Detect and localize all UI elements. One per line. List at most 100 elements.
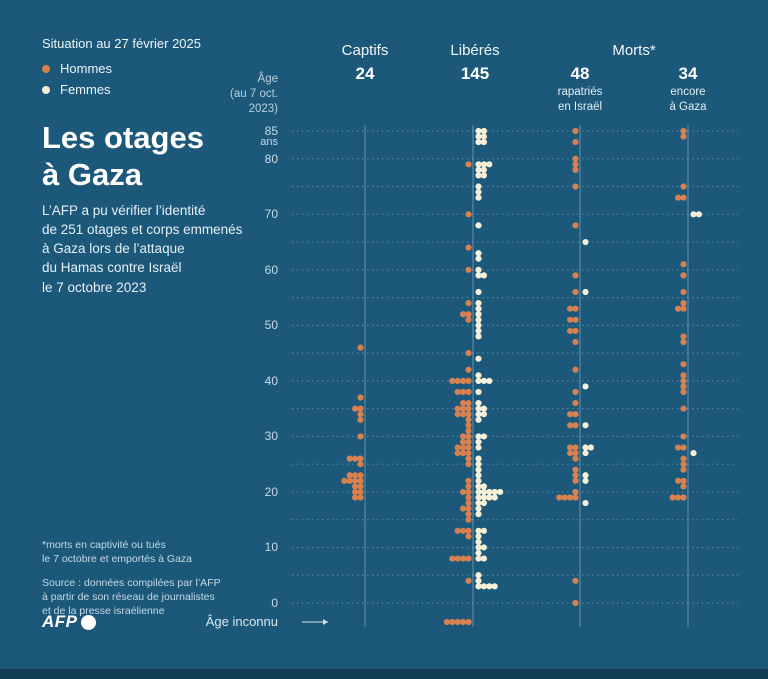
- data-point-homme-morts-israel: [572, 411, 579, 418]
- data-point-femme-liberes: [475, 472, 482, 479]
- data-point-homme-morts-israel: [567, 327, 574, 335]
- data-point-homme-liberes: [465, 211, 472, 218]
- data-point-homme-morts-gaza: [680, 377, 687, 384]
- y-tick-10: 10: [264, 540, 278, 555]
- data-point-homme-captifs: [352, 472, 359, 479]
- data-point-femme-morts-israel: [587, 444, 595, 451]
- data-point-homme-morts-gaza: [680, 466, 687, 473]
- data-point-homme-morts-gaza: [680, 433, 687, 440]
- data-point-homme-morts-gaza: [675, 477, 682, 484]
- data-point-homme-morts-gaza: [680, 272, 687, 279]
- data-point-femme-liberes: [475, 183, 482, 190]
- group-header-morts: Morts*: [612, 42, 656, 59]
- data-point-femme-liberes: [475, 377, 482, 384]
- data-point-femme-liberes: [475, 583, 482, 590]
- data-point-femme-liberes: [475, 311, 482, 318]
- data-point-femme-liberes: [475, 327, 482, 335]
- data-point-homme-morts-israel: [567, 305, 574, 312]
- data-point-femme-morts-gaza: [690, 211, 697, 218]
- y-tick-30: 30: [264, 429, 278, 444]
- data-point-femme-liberes: [475, 494, 482, 501]
- data-point-homme-liberes: [449, 555, 456, 562]
- data-point-homme-liberes: [465, 416, 472, 423]
- data-point-femme-morts-israel: [582, 238, 589, 246]
- data-point-femme-liberes: [480, 377, 487, 384]
- data-point-homme-liberes: [465, 461, 472, 468]
- data-point-homme-morts-israel: [572, 183, 579, 190]
- data-point-femme-liberes: [475, 455, 482, 462]
- data-point-homme-liberes: [465, 311, 472, 318]
- data-point-femme-liberes: [475, 477, 482, 484]
- data-point-femme-liberes: [475, 288, 482, 296]
- data-point-femme-liberes: [475, 405, 482, 412]
- data-point-homme-morts-gaza: [675, 444, 682, 451]
- data-point-femme-liberes: [475, 511, 482, 518]
- y-tick-40: 40: [264, 373, 278, 388]
- data-point-homme-liberes: [454, 527, 461, 534]
- data-point-homme-morts-israel: [572, 488, 579, 496]
- data-point-homme-morts-gaza: [680, 338, 687, 346]
- data-point-homme-liberes: [460, 618, 467, 626]
- data-point-femme-liberes: [475, 505, 482, 512]
- data-point-femme-liberes: [475, 483, 482, 490]
- data-point-femme-liberes: [475, 133, 482, 140]
- data-point-homme-morts-gaza: [680, 405, 687, 412]
- data-point-homme-morts-israel: [572, 127, 579, 135]
- data-point-femme-liberes: [480, 499, 487, 507]
- data-point-homme-liberes: [460, 311, 467, 318]
- data-point-homme-liberes: [460, 555, 467, 562]
- data-point-femme-liberes: [486, 494, 493, 501]
- data-point-femme-liberes: [497, 488, 504, 496]
- data-point-homme-captifs: [352, 488, 359, 496]
- data-point-femme-liberes: [480, 488, 487, 496]
- data-point-homme-liberes: [454, 411, 461, 418]
- data-point-homme-morts-israel: [572, 422, 579, 429]
- legend-item-hommes: Hommes: [42, 58, 112, 79]
- data-point-homme-morts-gaza: [680, 133, 687, 140]
- data-point-homme-liberes: [465, 161, 472, 168]
- data-point-femme-liberes: [475, 555, 482, 562]
- data-point-homme-morts-gaza: [680, 388, 687, 396]
- data-point-femme-liberes: [486, 377, 493, 384]
- data-point-homme-morts-israel: [572, 139, 579, 146]
- data-point-femme-liberes: [475, 188, 482, 196]
- column-total-morts-gaza: 34: [678, 64, 698, 83]
- data-point-femme-liberes: [475, 488, 482, 496]
- data-point-femme-liberes: [491, 583, 498, 590]
- data-point-homme-morts-israel: [572, 466, 579, 473]
- data-point-femme-liberes: [475, 544, 482, 551]
- data-point-homme-morts-gaza: [680, 444, 687, 451]
- data-point-homme-morts-israel: [572, 388, 579, 396]
- data-point-homme-morts-israel: [572, 477, 579, 484]
- data-point-homme-liberes: [460, 527, 467, 534]
- data-point-femme-liberes: [475, 433, 482, 440]
- data-point-homme-liberes: [454, 618, 461, 626]
- y-tick-20: 20: [264, 484, 278, 499]
- data-point-homme-liberes: [465, 377, 472, 384]
- data-point-femme-liberes: [475, 172, 482, 179]
- column-total-liberes: 145: [460, 64, 490, 83]
- data-point-homme-liberes: [460, 505, 467, 512]
- data-point-homme-morts-israel: [567, 494, 574, 501]
- y-tick-ans-suffix: ans: [260, 136, 278, 148]
- data-point-homme-morts-israel: [572, 399, 579, 407]
- data-point-homme-liberes: [465, 366, 472, 373]
- data-point-homme-captifs: [352, 405, 359, 412]
- data-point-homme-morts-israel: [572, 472, 579, 479]
- column-sub-morts-gaza: encore à Gaza: [669, 86, 707, 113]
- data-point-femme-liberes: [475, 438, 482, 446]
- data-point-homme-liberes: [460, 405, 467, 412]
- data-point-femme-liberes: [475, 355, 482, 362]
- data-point-femme-morts-israel: [582, 449, 589, 457]
- data-point-homme-captifs: [352, 477, 359, 484]
- data-point-femme-liberes: [475, 416, 482, 423]
- data-point-femme-liberes: [486, 161, 493, 168]
- data-point-homme-morts-israel: [572, 455, 579, 462]
- data-point-homme-liberes: [465, 444, 472, 451]
- afp-logo: AFP: [42, 612, 96, 632]
- data-point-femme-morts-israel: [582, 499, 589, 507]
- data-point-femme-liberes: [480, 133, 487, 140]
- data-point-homme-morts-gaza: [680, 494, 687, 501]
- data-point-homme-morts-gaza: [680, 477, 687, 484]
- data-point-homme-liberes: [465, 405, 472, 412]
